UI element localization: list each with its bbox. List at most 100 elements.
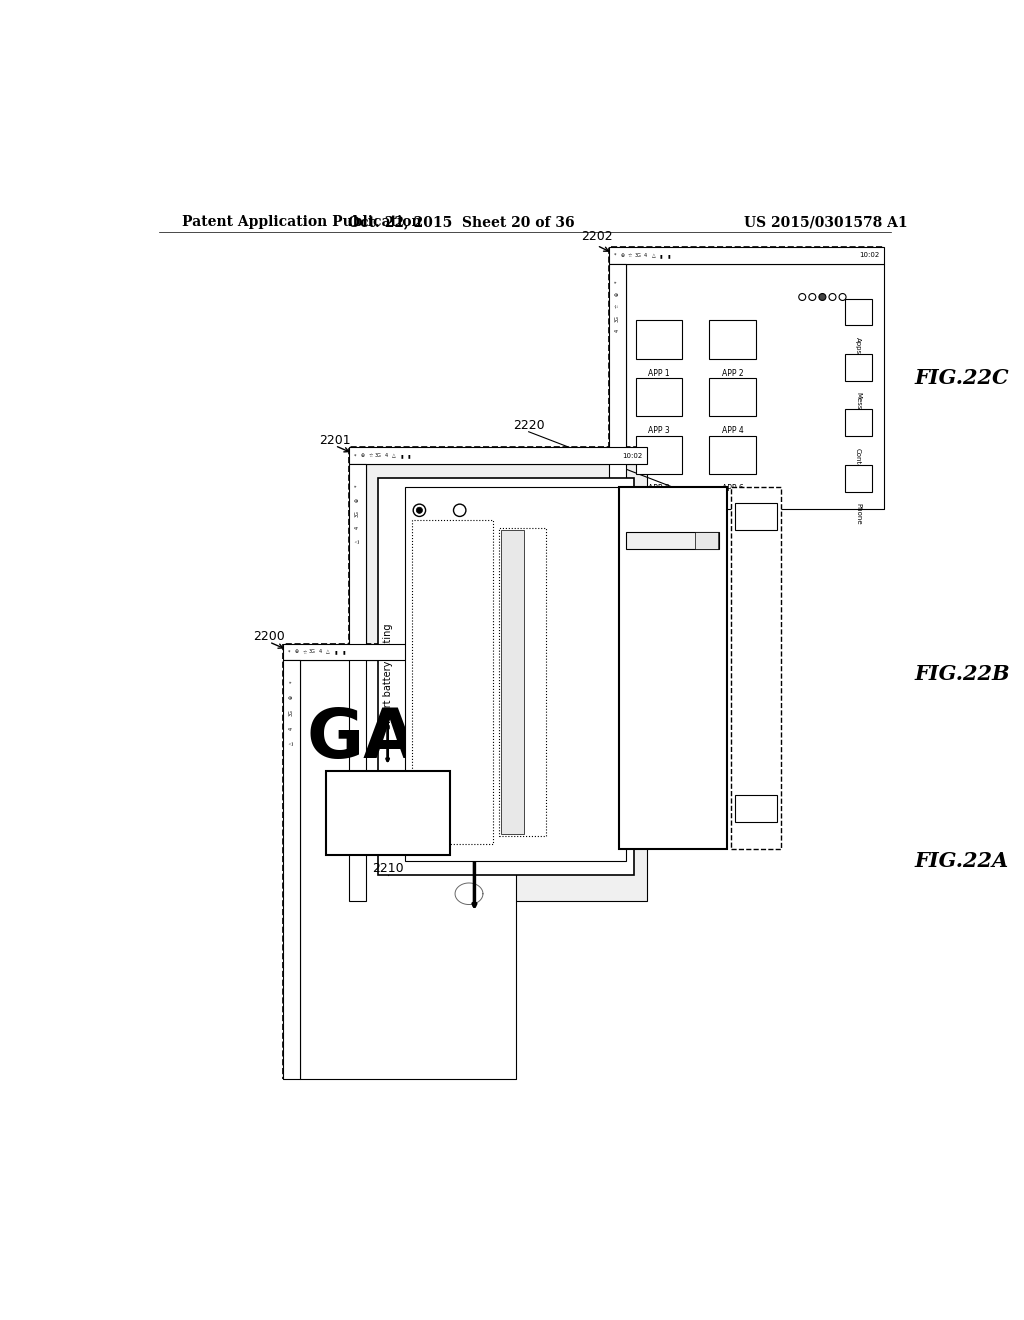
Text: 48%: 48% [517, 677, 536, 686]
Text: 3G: 3G [309, 649, 315, 655]
Text: 10:02: 10:02 [859, 252, 879, 259]
Circle shape [482, 929, 495, 942]
Text: ▮: ▮ [335, 649, 337, 655]
Text: ☆: ☆ [628, 253, 633, 257]
Text: Messaging: Messaging [855, 392, 861, 429]
Text: Two: Two [429, 506, 445, 515]
Bar [735, 795, 777, 822]
Text: 3G: 3G [375, 453, 382, 458]
Text: Entire battery: Entire battery [425, 528, 478, 537]
Circle shape [454, 504, 466, 516]
Text: FIG.22C: FIG.22C [914, 368, 1010, 388]
Bar [349, 447, 647, 902]
Text: 4: 4 [385, 453, 388, 458]
Text: ▮: ▮ [668, 253, 671, 257]
Bar [501, 529, 524, 834]
Text: FIG.22A: FIG.22A [914, 851, 1009, 871]
Text: COMPLETELY CONSUMED: COMPLETELY CONSUMED [330, 817, 445, 826]
Text: ⊕: ⊕ [614, 292, 620, 296]
Bar [349, 447, 647, 465]
Bar [636, 436, 682, 474]
Text: ☆: ☆ [302, 649, 307, 655]
Text: Input password: Input password [638, 515, 708, 523]
Text: US 2015/0301578 A1: US 2015/0301578 A1 [743, 215, 907, 230]
Bar [845, 298, 872, 326]
Text: *: * [288, 649, 291, 655]
Text: ▮: ▮ [408, 453, 411, 458]
Text: 2210: 2210 [372, 862, 403, 875]
Bar [626, 264, 884, 508]
Bar [735, 503, 777, 529]
Bar [500, 528, 546, 836]
Text: 4: 4 [614, 329, 620, 333]
Circle shape [829, 293, 836, 301]
Bar [283, 644, 515, 660]
Text: Apps: Apps [855, 337, 861, 354]
Text: APP 6: APP 6 [722, 484, 743, 494]
Text: 10:02: 10:02 [623, 453, 643, 458]
Text: *: * [354, 453, 356, 458]
Bar [412, 520, 493, 843]
Bar [694, 532, 718, 549]
Text: ▮: ▮ [342, 649, 345, 655]
Text: ☆: ☆ [614, 304, 620, 309]
Text: 85%: 85% [420, 566, 479, 590]
Text: △: △ [651, 253, 655, 257]
Circle shape [432, 933, 444, 946]
Text: RESET BATTERY: RESET BATTERY [350, 832, 425, 841]
Text: Oct. 22, 2015  Sheet 20 of 36: Oct. 22, 2015 Sheet 20 of 36 [348, 215, 574, 230]
Text: 10:02: 10:02 [490, 649, 511, 655]
Text: 4: 4 [318, 649, 322, 655]
Text: *: * [355, 484, 359, 487]
Text: *: * [614, 280, 620, 282]
Text: Smart battery setting: Smart battery setting [383, 624, 392, 730]
Bar [636, 378, 682, 416]
Bar [366, 465, 647, 902]
Text: 4: 4 [289, 726, 294, 730]
Bar [406, 487, 627, 861]
Text: 3G: 3G [289, 709, 294, 717]
Text: APP 3: APP 3 [648, 426, 670, 436]
Text: APP 1: APP 1 [648, 368, 670, 378]
Text: GAME: GAME [306, 705, 534, 772]
Bar [845, 354, 872, 381]
Text: APP 4: APP 4 [722, 426, 743, 436]
Text: ▮: ▮ [659, 253, 663, 257]
Text: FIG.22B: FIG.22B [914, 664, 1011, 684]
Text: *: * [289, 681, 294, 684]
Text: 3G: 3G [614, 315, 620, 322]
Bar [608, 247, 884, 508]
Text: Reset battery !: Reset battery ! [626, 502, 720, 511]
Text: 3G: 3G [635, 253, 641, 257]
Text: BATTERY ALLOCATED: BATTERY ALLOCATED [338, 785, 437, 795]
Text: △: △ [355, 539, 359, 543]
Text: 2202: 2202 [582, 230, 613, 243]
Text: ▮: ▮ [400, 453, 402, 458]
Bar [300, 660, 515, 1078]
Circle shape [839, 293, 846, 301]
Text: ⊕: ⊕ [295, 649, 299, 655]
Text: 3G: 3G [355, 510, 359, 517]
Bar [845, 465, 872, 492]
Circle shape [819, 293, 826, 301]
Bar [349, 465, 366, 902]
Text: △: △ [289, 742, 294, 746]
Text: ☆: ☆ [369, 453, 373, 458]
Circle shape [463, 961, 475, 973]
Text: ⊕: ⊕ [289, 696, 294, 700]
Bar [710, 378, 756, 416]
Text: *: * [613, 253, 616, 257]
Circle shape [414, 504, 426, 516]
Text: APP 5: APP 5 [648, 484, 670, 494]
Text: ⊕: ⊕ [621, 253, 625, 257]
Text: △: △ [326, 649, 330, 655]
Text: Confirm: Confirm [738, 511, 773, 520]
Text: Contacts: Contacts [855, 447, 861, 479]
Bar [845, 409, 872, 437]
Text: APP 2: APP 2 [722, 368, 743, 378]
Bar [636, 321, 682, 359]
Bar [283, 660, 300, 1078]
Text: Phone: Phone [855, 503, 861, 525]
Text: residual capacity: residual capacity [419, 536, 484, 545]
Bar [608, 264, 626, 508]
